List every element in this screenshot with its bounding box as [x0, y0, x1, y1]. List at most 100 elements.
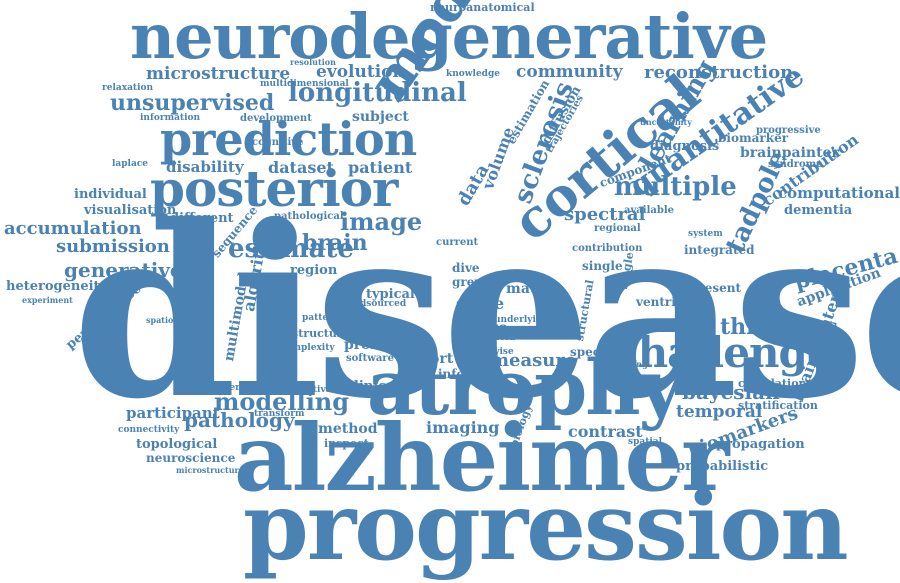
word-dementia: brainpainter [740, 145, 839, 161]
word-connectivity: measurement [192, 383, 262, 393]
word-progressive: syndrome [768, 159, 823, 170]
word-accumulation: accumulation [4, 218, 142, 239]
word-different: different [170, 211, 234, 226]
word-computational: dementia [784, 203, 853, 218]
word-reconstruction: reconstruction [644, 62, 794, 83]
word-single: single [582, 259, 623, 273]
word-temporal: temporal [676, 402, 763, 422]
word-neuroanatomical: neuroanatomical [430, 1, 535, 14]
word-community: community [516, 62, 623, 82]
word-subject: subject [352, 109, 409, 125]
word-uncertainty: clustering [602, 359, 648, 369]
word-future: future [452, 318, 509, 337]
word-component: individual [74, 187, 147, 202]
word-individual: visualisation [84, 203, 177, 218]
word-cognitive: development [240, 113, 312, 124]
word-thickness: thickness [720, 314, 838, 340]
word-cohort: cohort [402, 351, 454, 367]
word-available: biomarker [718, 131, 789, 145]
word-pattern: structure [292, 327, 350, 340]
word-method: method [318, 421, 378, 437]
word-stage: stage [456, 294, 505, 313]
word-bayesian: bayesian [682, 380, 780, 404]
word-spectral: spectral [564, 204, 646, 225]
word-region: region [290, 263, 338, 278]
word-structure: pathological [274, 211, 344, 222]
word-measurement: transform [254, 409, 305, 419]
word-dataset: dataset [268, 158, 334, 177]
word-deepgenerative: microstructural [176, 465, 247, 475]
word-stratification: stratification [738, 399, 818, 412]
word-alzheimer: alzheimer [234, 404, 730, 512]
word-evolution: evolution [316, 62, 405, 82]
word-grey: grey [452, 275, 482, 289]
word-prediction: prediction [160, 112, 417, 166]
word-pathology: pathology [184, 408, 295, 432]
word-modelling: modelling [214, 387, 350, 416]
word-dive: dive [452, 261, 480, 275]
word-voxelwise: software [346, 353, 394, 364]
word-complexity: pattern [302, 313, 340, 323]
word-laplace: manifold [470, 333, 515, 343]
word-disability: disability [166, 158, 244, 176]
word-microstructural: connectivity [118, 425, 180, 435]
word-manifold: voxelwise [466, 347, 514, 357]
word-heterogeneity: heterogeneity [6, 279, 108, 294]
word-resolution: uncertainty [640, 117, 692, 127]
word-patient: patient [348, 158, 413, 177]
word-typical: typical [366, 287, 415, 302]
word-current: underlying [494, 315, 549, 325]
word-clinical: clinical [346, 379, 400, 394]
word-mapping: available [624, 205, 674, 216]
word-correlation: correlation [738, 377, 807, 390]
word-spatiotemporal: experiment [22, 295, 73, 305]
word-pathological: spatiotemporal [146, 315, 214, 325]
word-present: present [690, 281, 742, 295]
word-estimation: diagnosis [650, 139, 720, 154]
word-development: information [140, 113, 201, 123]
word-submission: submission [56, 236, 170, 257]
word-regional: contribution [572, 243, 643, 254]
word-information: multidimensional [260, 79, 349, 89]
word-profile: profile [344, 337, 395, 353]
word-clustering: spatial [628, 437, 663, 447]
word-estimate: estimate [228, 234, 354, 264]
word-underlying: complexity [280, 343, 335, 353]
word-contrast: contrast [568, 422, 643, 441]
word-neuroscience: neuroscience [146, 451, 236, 465]
word-posterior: posterior [150, 159, 398, 218]
word-transform: inspect [324, 437, 369, 450]
word-participant: participant [126, 404, 220, 422]
word-system: regional [594, 223, 641, 234]
word-generative: generative [64, 258, 183, 282]
word-probabilistic: probabilistic [676, 459, 769, 474]
word-microstructure: microstructure [146, 64, 291, 84]
word-matter: matter [506, 281, 560, 297]
word-spatial: current [436, 237, 479, 248]
word-software: crowdsourced [336, 299, 407, 309]
word-visualisation: computational [778, 184, 900, 202]
word-integrated: integrated [684, 243, 755, 257]
word-progression: progression [243, 472, 849, 582]
word-measure: measure [490, 350, 577, 371]
word-neurodegenerative: neurodegenerative [130, 0, 768, 73]
word-multidimensional: relaxation [102, 83, 154, 93]
word-atrophy: atrophy [367, 343, 683, 432]
word-multiple: multiple [614, 172, 737, 202]
word-brain: brain [302, 230, 368, 256]
word-crowdsourced: deepgenerative [254, 385, 332, 395]
word-spectra: spectra [570, 345, 620, 359]
word-imaging: imaging [426, 418, 500, 437]
word-experiment: system [688, 229, 723, 239]
word-syndrome: cognitive [252, 137, 304, 148]
word-challenge: challenge [613, 328, 834, 377]
word-propagation: propagation [716, 437, 805, 452]
word-image: image [340, 207, 423, 236]
word-contribution: progressive [756, 125, 821, 136]
word-unsupervised: unsupervised [110, 90, 275, 116]
word-inspect: inference [438, 367, 502, 381]
word-knowledge: laplace [112, 159, 148, 169]
word-longitudinal: longitudinal [288, 78, 467, 108]
word-ventricle: ventricle [636, 295, 696, 309]
